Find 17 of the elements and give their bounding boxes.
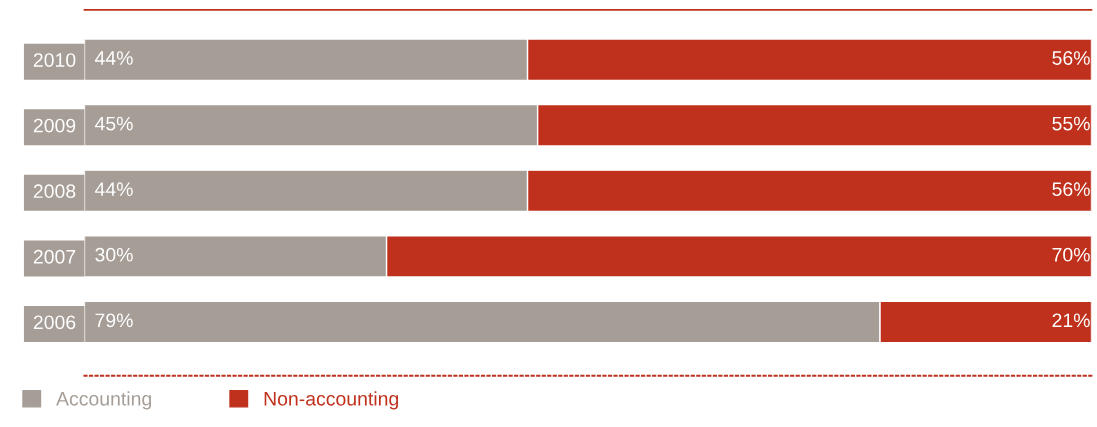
data-label: 56% bbox=[1052, 182, 1090, 197]
data-label: 44% bbox=[94, 51, 133, 65]
data-label: 55% bbox=[1052, 116, 1090, 131]
y-tick-label: 2006 bbox=[33, 315, 76, 330]
y-tick-label: 2010 bbox=[33, 53, 76, 67]
legend-label: Accounting bbox=[56, 391, 151, 410]
y-tick-label: 2007 bbox=[33, 249, 76, 264]
data-label: 45% bbox=[94, 116, 133, 131]
data-label: 56% bbox=[1052, 51, 1090, 65]
y-tick-label: 2009 bbox=[33, 118, 76, 133]
data-label: 30% bbox=[95, 247, 133, 262]
data-label: 44% bbox=[94, 182, 133, 196]
data-label: 21% bbox=[1052, 313, 1090, 328]
data-label: 70% bbox=[1052, 247, 1090, 262]
y-tick-label: 2008 bbox=[33, 184, 76, 199]
data-label: 79% bbox=[95, 313, 133, 328]
legend-label: Non-accounting bbox=[264, 391, 399, 410]
